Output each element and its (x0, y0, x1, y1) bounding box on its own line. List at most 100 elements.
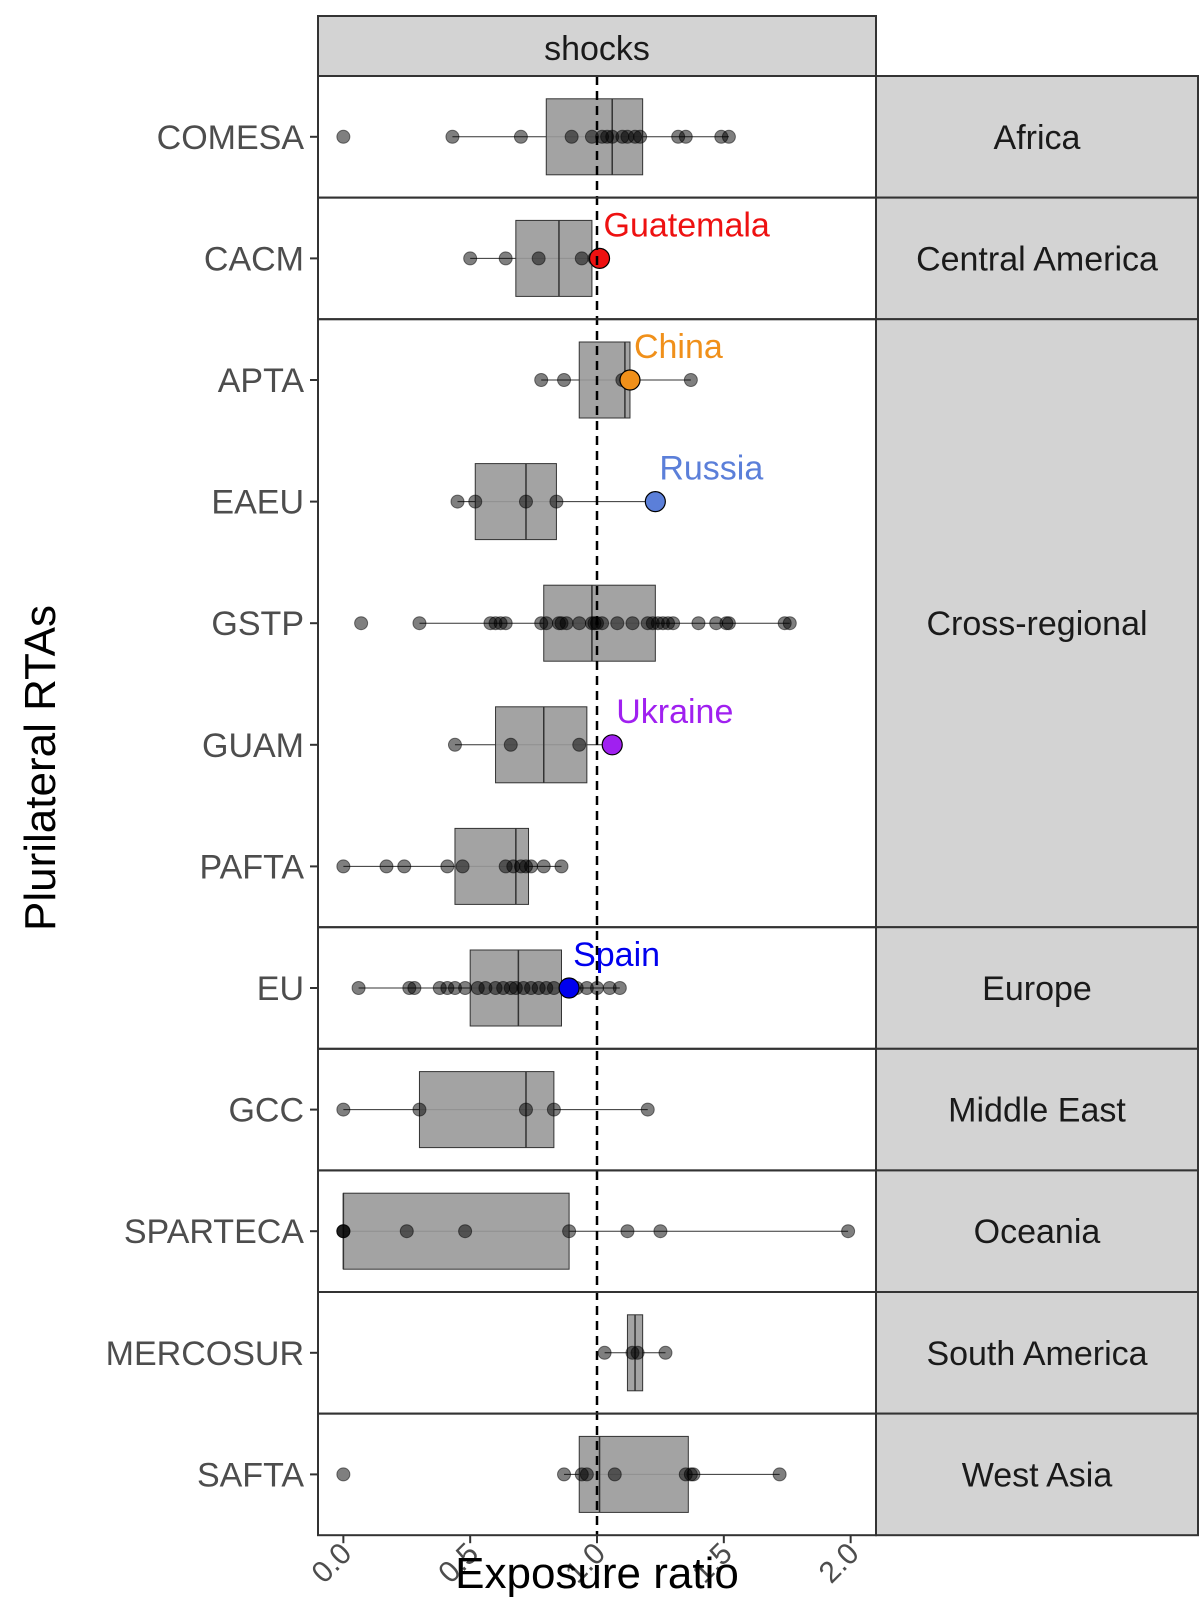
data-point (458, 1224, 473, 1239)
y-tick-label: GCC (228, 1092, 304, 1130)
data-point (518, 494, 533, 509)
data-point (782, 616, 797, 631)
data-point (412, 616, 427, 631)
y-tick-label: CACM (204, 240, 304, 278)
y-tick-label: EAEU (211, 484, 304, 522)
region-strip (875, 1291, 1199, 1415)
highlight-point (601, 734, 623, 756)
data-point (625, 616, 640, 631)
data-point (534, 373, 549, 387)
highlight-point (558, 977, 580, 999)
y-tick-label: GSTP (211, 605, 304, 643)
facet-strip (317, 15, 877, 77)
region-strip (875, 196, 1199, 321)
region-strip (875, 318, 1199, 929)
box (342, 1192, 570, 1270)
data-point (455, 859, 470, 874)
x-tick-label: 2.0 (813, 1537, 866, 1590)
data-point (620, 1224, 635, 1239)
data-point (610, 616, 625, 631)
data-point (554, 859, 569, 874)
region-label: Cross-regional (926, 605, 1147, 643)
data-point (463, 251, 478, 266)
data-point (612, 981, 627, 995)
data-point (447, 737, 462, 752)
region-label: Middle East (948, 1092, 1126, 1130)
x-tick-label: 0.0 (305, 1537, 358, 1590)
data-point (640, 1102, 655, 1117)
region-strip (875, 1412, 1199, 1537)
highlight-label: Russia (659, 450, 763, 488)
highlight-point (588, 247, 611, 269)
data-point (772, 1467, 787, 1482)
region-strip (875, 75, 1199, 199)
region-label: Central America (916, 240, 1158, 278)
data-point (531, 251, 546, 266)
data-point (539, 616, 554, 631)
data-point (633, 129, 648, 144)
data-point (458, 981, 473, 995)
data-point (379, 859, 394, 874)
box (418, 1071, 555, 1149)
region-label: Europe (982, 970, 1092, 1008)
data-point (351, 981, 366, 995)
region-strip (875, 1169, 1199, 1294)
data-point (399, 1224, 414, 1239)
data-point (513, 129, 528, 144)
data-point (498, 616, 513, 631)
data-point (336, 1224, 351, 1239)
data-point (607, 1467, 622, 1482)
data-point (579, 1467, 594, 1482)
data-point (546, 981, 561, 995)
y-tick-label: PAFTA (199, 848, 304, 886)
data-point (683, 373, 698, 387)
data-point (354, 616, 369, 631)
data-point (557, 1467, 572, 1482)
data-point (595, 616, 610, 631)
highlight-label: Ukraine (616, 693, 733, 731)
data-point (412, 1102, 427, 1117)
data-point (666, 616, 681, 631)
data-point (336, 129, 351, 144)
y-tick-label: SPARTECA (124, 1213, 304, 1251)
region-label: South America (926, 1335, 1147, 1373)
data-point (841, 1224, 856, 1239)
data-point (564, 129, 579, 144)
data-point (336, 1102, 351, 1117)
data-point (546, 1102, 561, 1117)
data-point (653, 1224, 668, 1239)
data-point (524, 859, 539, 874)
data-point (503, 737, 518, 752)
facet-label: shocks (544, 30, 650, 68)
y-tick-label: SAFTA (197, 1456, 304, 1494)
data-point (498, 251, 513, 266)
box (474, 463, 557, 541)
data-point (630, 1345, 645, 1360)
data-point (536, 859, 551, 874)
data-point (574, 251, 589, 266)
data-point (572, 737, 587, 752)
highlight-point (619, 369, 641, 391)
data-point (559, 616, 574, 631)
data-point (572, 616, 587, 631)
data-point (336, 859, 351, 874)
data-point (562, 1224, 577, 1239)
region-strip (875, 926, 1199, 1050)
data-point (445, 129, 460, 144)
highlight-point (644, 491, 666, 513)
data-point (468, 494, 483, 509)
data-point (691, 616, 706, 631)
y-tick-label: GUAM (202, 727, 304, 765)
data-point (721, 129, 736, 144)
y-tick-label: MERCOSUR (106, 1335, 304, 1373)
highlight-label: Spain (573, 936, 660, 974)
box (578, 1435, 689, 1513)
region-label: Oceania (974, 1213, 1101, 1251)
x-axis-title: Exposure ratio (455, 1549, 739, 1598)
highlight-label: Guatemala (604, 206, 770, 244)
data-point (678, 129, 693, 144)
y-tick-label: EU (257, 970, 304, 1008)
panels-group: Africa COMESA Central America Guatemala CACM… (106, 75, 1199, 1537)
data-point (721, 616, 736, 631)
